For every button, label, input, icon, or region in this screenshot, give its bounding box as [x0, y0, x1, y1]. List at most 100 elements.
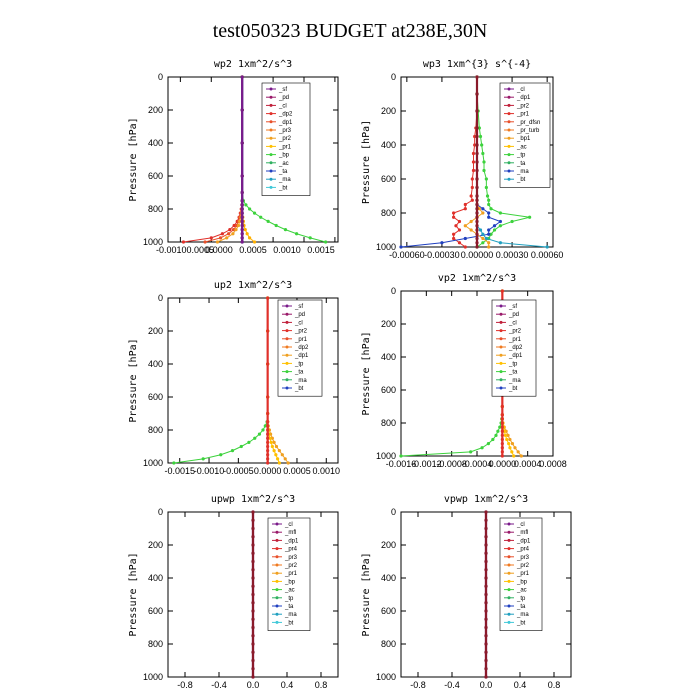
data-point: [469, 228, 473, 232]
x-tick-label: -0.0015: [164, 466, 195, 476]
data-point: [457, 241, 462, 245]
x-tick-label: -0.0005: [223, 466, 254, 476]
data-point: [500, 429, 504, 433]
y-tick-label: 200: [381, 540, 396, 550]
legend-entry: _dp1: [508, 353, 523, 359]
data-point: [487, 198, 491, 202]
data-point: [470, 198, 474, 202]
data-point: [463, 224, 467, 228]
data-point: [475, 126, 479, 130]
data-point: [486, 442, 490, 446]
data-point: [274, 444, 279, 449]
data-point: [231, 228, 236, 232]
legend-entry: _ma: [284, 612, 297, 618]
data-point: [477, 207, 481, 211]
data-point: [266, 444, 270, 449]
legend-marker: [285, 386, 289, 390]
data-point: [172, 461, 176, 465]
data-point: [475, 211, 479, 215]
legend-marker: [269, 169, 273, 173]
data-point: [484, 592, 488, 597]
x-tick-label: -0.0004: [462, 459, 493, 469]
x-tick-label: -0.00100.0005: [156, 245, 214, 255]
data-point: [283, 457, 287, 461]
data-point: [475, 185, 479, 190]
y-tick-label: 1000: [143, 458, 163, 468]
data-point: [270, 436, 274, 440]
data-point: [475, 194, 479, 198]
data-point: [498, 211, 502, 215]
data-point: [226, 232, 231, 236]
data-point: [463, 236, 467, 241]
data-point: [240, 211, 244, 215]
data-point: [498, 241, 502, 245]
legend-entry: _bt: [516, 620, 526, 626]
data-point: [251, 543, 255, 547]
data-point: [481, 241, 485, 245]
data-point: [484, 518, 488, 522]
legend-entry: _pr1: [508, 337, 522, 343]
data-point: [484, 177, 488, 181]
data-point: [266, 449, 270, 453]
panel-wp2: wp2 1xm^2/s^3 Pressure [hPa] 0 200 400 600 800…: [128, 59, 339, 255]
legend-marker: [499, 353, 503, 357]
data-point: [457, 219, 462, 224]
y-tick-label: 200: [381, 106, 396, 116]
data-point: [485, 194, 490, 198]
x-tick-label: 0.0000: [254, 466, 282, 476]
y-tick-label: 0: [391, 72, 396, 82]
legend-marker: [499, 337, 503, 341]
x-tick-label: -0.0016: [386, 459, 417, 469]
data-point: [238, 219, 242, 223]
legend-marker: [275, 522, 279, 526]
data-point: [269, 440, 273, 444]
legend-marker: [507, 547, 511, 551]
data-point: [270, 444, 274, 449]
legend-marker: [275, 530, 279, 534]
data-point: [240, 203, 244, 207]
legend-entry: _pr3: [278, 128, 292, 134]
legend-entry: _ta: [284, 604, 294, 610]
data-point: [251, 526, 255, 531]
data-point: [266, 329, 270, 333]
data-point: [234, 228, 238, 232]
x-tick-label: -0.8: [410, 680, 426, 690]
y-tick-label: 800: [148, 639, 163, 649]
legend-entry: _bt: [278, 185, 288, 191]
legend-entry: _pr1: [516, 571, 530, 577]
data-point: [471, 160, 476, 164]
data-point: [266, 420, 270, 424]
legend-marker: [269, 144, 273, 148]
y-tick-label: 200: [148, 326, 163, 336]
data-point: [481, 211, 485, 215]
data-point: [263, 424, 267, 428]
data-point: [399, 245, 403, 249]
data-point: [475, 168, 479, 173]
legend-entry: _pr2: [278, 136, 292, 142]
data-point: [266, 461, 270, 465]
data-point: [494, 433, 498, 437]
data-point: [475, 219, 479, 224]
legend-entry: _cl: [278, 103, 287, 109]
x-tick-label: 0.8: [315, 680, 328, 690]
data-point: [245, 232, 249, 236]
data-point: [503, 433, 508, 437]
data-point: [545, 245, 549, 249]
y-axis-label: Pressure [hPa]: [128, 552, 139, 636]
x-tick-label: -0.4: [444, 680, 460, 690]
data-point: [478, 134, 483, 139]
legend-marker: [499, 320, 503, 324]
legend-entry: _tp: [516, 596, 526, 602]
legend-marker: [507, 522, 511, 526]
x-tick-label: 0.0000: [205, 245, 233, 255]
legend-marker: [285, 304, 289, 308]
data-point: [239, 444, 243, 449]
data-point: [266, 453, 270, 457]
data-point: [484, 576, 488, 580]
legend-marker: [275, 563, 279, 567]
legend-entry: _cl: [516, 87, 525, 93]
legend-marker: [507, 161, 511, 165]
legend-marker: [275, 571, 279, 575]
panel-title: up2 1xm^2/s^3: [214, 280, 292, 291]
